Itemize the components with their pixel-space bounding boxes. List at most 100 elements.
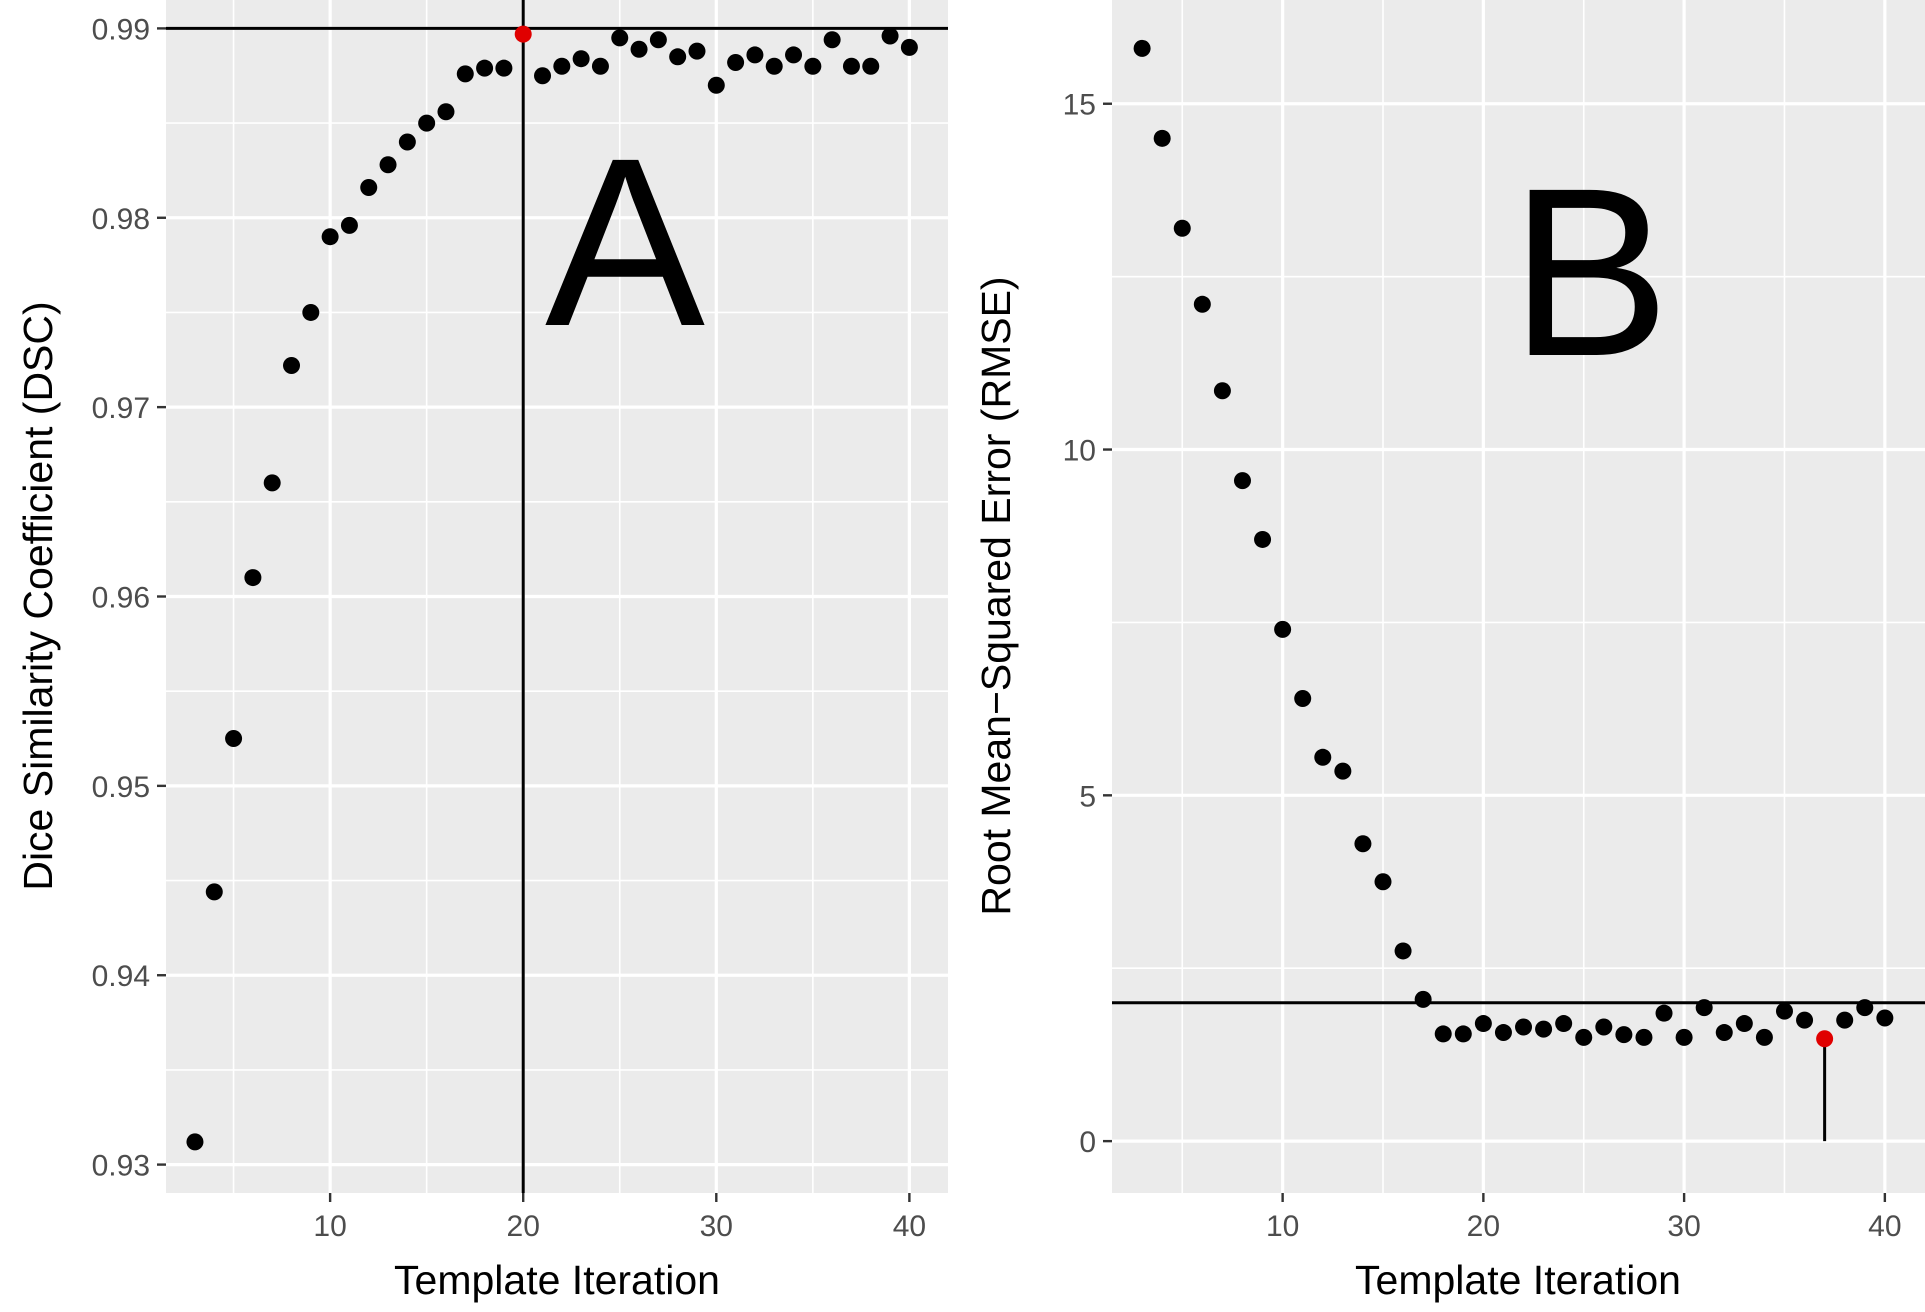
panel-b-data-point [1756,1029,1773,1046]
panel-a-data-point [457,65,474,82]
panel-b-data-point [1575,1029,1592,1046]
panel-a-data-point [746,46,763,63]
panel-a-y-tick-label: 0.96 [92,582,150,615]
panel-a-data-point [302,304,319,321]
panel-a-data-point [534,67,551,84]
panel-a-y-axis-title: Dice Similarity Coefficient (DSC) [15,301,61,890]
panel-a-y-tick-label: 0.95 [92,771,150,804]
panel-a-data-point [553,58,570,75]
panel-b-x-tick-label: 20 [1467,1210,1500,1243]
panel-a-data-point [766,58,783,75]
panel-b-data-point [1635,1029,1652,1046]
panel-a-highlight-point [515,26,532,43]
panel-b-data-point [1375,873,1392,890]
panel-a-label: A [545,108,705,376]
panel-b: 10203040 051015 B Template Iteration Roo… [973,0,1925,1303]
panel-b-data-point [1736,1015,1753,1032]
panel-b-y-tick-label: 0 [1079,1126,1096,1159]
panel-a-data-point [244,569,261,586]
panel-a-data-point [669,48,686,65]
panel-a-data-point [708,77,725,94]
panel-b-data-point [1334,763,1351,780]
panel-a-y-tick-label: 0.98 [92,203,150,236]
panel-a-data-point [573,50,590,67]
panel-b-data-point [1254,531,1271,548]
panel-a-data-point [901,39,918,56]
panel-a-y-tick-label: 0.93 [92,1150,150,1183]
panel-a-data-point [283,357,300,374]
panel-a-data-point [380,156,397,173]
panel-b-x-tick-label: 10 [1266,1210,1299,1243]
panel-b-x-ticks: 10 20 30 40 [1266,1193,1902,1243]
panel-a-data-point [824,31,841,48]
panel-a-data-point [225,730,242,747]
panel-a-x-tick-label: 40 [893,1210,926,1243]
panel-b-data-point [1776,1003,1793,1020]
panel-b-data-point [1595,1019,1612,1036]
panel-b-y-axis-title: Root Mean−Squared Error (RMSE) [973,276,1019,915]
panel-b-data-point [1294,690,1311,707]
panel-b-x-tick-label: 30 [1667,1210,1700,1243]
panel-b-y-tick-label: 15 [1063,89,1096,122]
panel-a-data-point [650,31,667,48]
panel-b-data-point [1555,1015,1572,1032]
panel-a-data-point [592,58,609,75]
panel-a-data-point [206,883,223,900]
panel-a-data-point [437,103,454,120]
panel-b-y-tick-label: 5 [1079,780,1096,813]
panel-b-y-tick-label: 10 [1063,435,1096,468]
panel-a-data-point [611,29,628,46]
panel-b-data-point [1214,382,1231,399]
panel-a-data-point [264,474,281,491]
panel-b-data-point [1395,942,1412,959]
panel-a-y-ticks: 0.930.940.950.960.970.980.99 [92,13,166,1182]
panel-b-x-axis-title: Template Iteration [1355,1257,1681,1303]
panel-b-data-point [1495,1024,1512,1041]
panel-a-data-point [631,41,648,58]
panel-a-data-point [360,179,377,196]
panel-b-x-tick-label: 40 [1868,1210,1901,1243]
panel-b-data-point [1234,472,1251,489]
panel-b-data-point [1796,1012,1813,1029]
panel-b-data-point [1535,1021,1552,1038]
panel-b-data-point [1354,835,1371,852]
panel-a-data-point [476,60,493,77]
panel-b-data-point [1836,1012,1853,1029]
panel-b-data-point [1656,1005,1673,1022]
panel-a-y-tick-label: 0.97 [92,392,150,425]
panel-a-data-point [322,228,339,245]
panel-b-data-point [1475,1015,1492,1032]
panel-b-data-point [1314,749,1331,766]
panel-b-data-point [1194,296,1211,313]
panel-a: 10203040 0.930.940.950.960.970.980.99 A … [15,0,948,1303]
panel-a-data-point [495,60,512,77]
panel-b-data-point [1435,1025,1452,1042]
panel-a-x-tick-label: 10 [313,1210,346,1243]
panel-b-data-point [1455,1025,1472,1042]
panel-a-x-axis-title: Template Iteration [394,1257,720,1303]
panel-b-data-point [1676,1029,1693,1046]
panel-b-data-point [1515,1019,1532,1036]
panel-a-data-point [804,58,821,75]
panel-a-data-point [341,217,358,234]
panel-b-data-point [1174,220,1191,237]
panel-a-data-point [727,54,744,71]
panel-b-data-point [1415,991,1432,1008]
panel-b-data-point [1876,1010,1893,1027]
panel-a-data-point [688,43,705,60]
panel-a-x-tick-label: 20 [507,1210,540,1243]
panel-a-data-point [399,134,416,151]
panel-a-data-point [418,115,435,132]
panel-a-data-point [882,27,899,44]
panel-b-data-point [1615,1026,1632,1043]
panel-a-data-point [186,1133,203,1150]
panel-b-highlight-point [1816,1030,1833,1047]
panel-b-data-point [1696,999,1713,1016]
panel-a-y-tick-label: 0.99 [92,13,150,46]
panel-a-data-point [862,58,879,75]
panel-b-y-ticks: 0 5 10 15 [1063,89,1112,1159]
panel-a-data-point [785,46,802,63]
panel-a-x-ticks: 10203040 [313,1193,926,1243]
panel-a-data-point [843,58,860,75]
